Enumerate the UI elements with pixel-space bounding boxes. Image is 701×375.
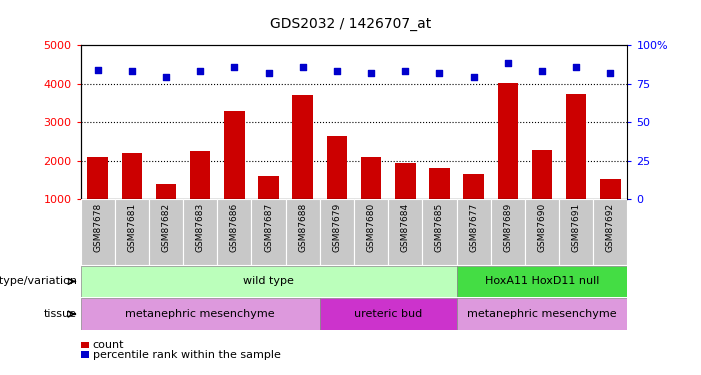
Text: GSM87685: GSM87685 (435, 202, 444, 252)
Text: GSM87691: GSM87691 (571, 202, 580, 252)
Bar (217, 199, 252, 265)
Bar (183, 199, 217, 265)
Bar (559, 199, 593, 265)
Point (536, 68, 547, 74)
Text: GSM87683: GSM87683 (196, 202, 205, 252)
Bar (149, 199, 183, 265)
Bar (456, 298, 627, 330)
Text: GSM87677: GSM87677 (469, 202, 478, 252)
Bar (395, 162, 416, 199)
Bar (361, 157, 381, 199)
Bar (190, 151, 210, 199)
Text: GSM87680: GSM87680 (367, 202, 376, 252)
Text: tissue: tissue (44, 309, 77, 319)
Text: GSM87692: GSM87692 (606, 202, 615, 252)
Point (400, 68, 411, 74)
Bar (422, 199, 456, 265)
Bar (327, 135, 347, 199)
Text: wild type: wild type (243, 276, 294, 286)
Point (434, 70, 445, 76)
Text: GSM87686: GSM87686 (230, 202, 239, 252)
Bar (456, 266, 627, 297)
Point (365, 70, 376, 76)
Point (92, 67, 103, 73)
Text: GDS2032 / 1426707_at: GDS2032 / 1426707_at (270, 17, 431, 32)
Text: percentile rank within the sample: percentile rank within the sample (93, 350, 280, 360)
Bar (388, 199, 422, 265)
Bar (252, 199, 286, 265)
Bar (81, 266, 456, 297)
Bar (429, 168, 450, 199)
Text: GSM87681: GSM87681 (128, 202, 137, 252)
Bar (525, 199, 559, 265)
Text: GSM87678: GSM87678 (93, 202, 102, 252)
Point (263, 70, 274, 76)
Point (502, 60, 513, 66)
Text: GSM87684: GSM87684 (401, 202, 410, 252)
Bar (115, 199, 149, 265)
Bar (122, 153, 142, 199)
Text: GSM87679: GSM87679 (332, 202, 341, 252)
Text: metanephric mesenchyme: metanephric mesenchyme (125, 309, 275, 319)
Point (161, 74, 172, 80)
Bar (456, 199, 491, 265)
Point (468, 74, 479, 80)
Point (605, 70, 616, 76)
Point (571, 64, 582, 70)
Bar (491, 199, 525, 265)
Text: GSM87689: GSM87689 (503, 202, 512, 252)
Text: genotype/variation: genotype/variation (0, 276, 77, 286)
Text: GSM87690: GSM87690 (538, 202, 547, 252)
Bar (88, 157, 108, 199)
Point (229, 64, 240, 70)
Bar (600, 179, 620, 199)
Point (297, 64, 308, 70)
Text: HoxA11 HoxD11 null: HoxA11 HoxD11 null (485, 276, 599, 286)
Bar (463, 174, 484, 199)
Bar (566, 94, 586, 199)
Bar (81, 199, 115, 265)
Bar (258, 176, 279, 199)
Text: GSM87688: GSM87688 (298, 202, 307, 252)
Bar (320, 298, 456, 330)
Point (332, 68, 343, 74)
Bar (81, 298, 320, 330)
Text: GSM87682: GSM87682 (161, 202, 170, 252)
Bar (224, 111, 245, 199)
Bar (531, 150, 552, 199)
Bar (593, 199, 627, 265)
Bar (320, 199, 354, 265)
Text: count: count (93, 340, 124, 350)
Bar (292, 95, 313, 199)
Point (126, 68, 137, 74)
Bar (156, 184, 176, 199)
Text: ureteric bud: ureteric bud (354, 309, 422, 319)
Point (195, 68, 206, 74)
Text: metanephric mesenchyme: metanephric mesenchyme (467, 309, 617, 319)
Bar (286, 199, 320, 265)
Text: GSM87687: GSM87687 (264, 202, 273, 252)
Bar (354, 199, 388, 265)
Bar (498, 83, 518, 199)
